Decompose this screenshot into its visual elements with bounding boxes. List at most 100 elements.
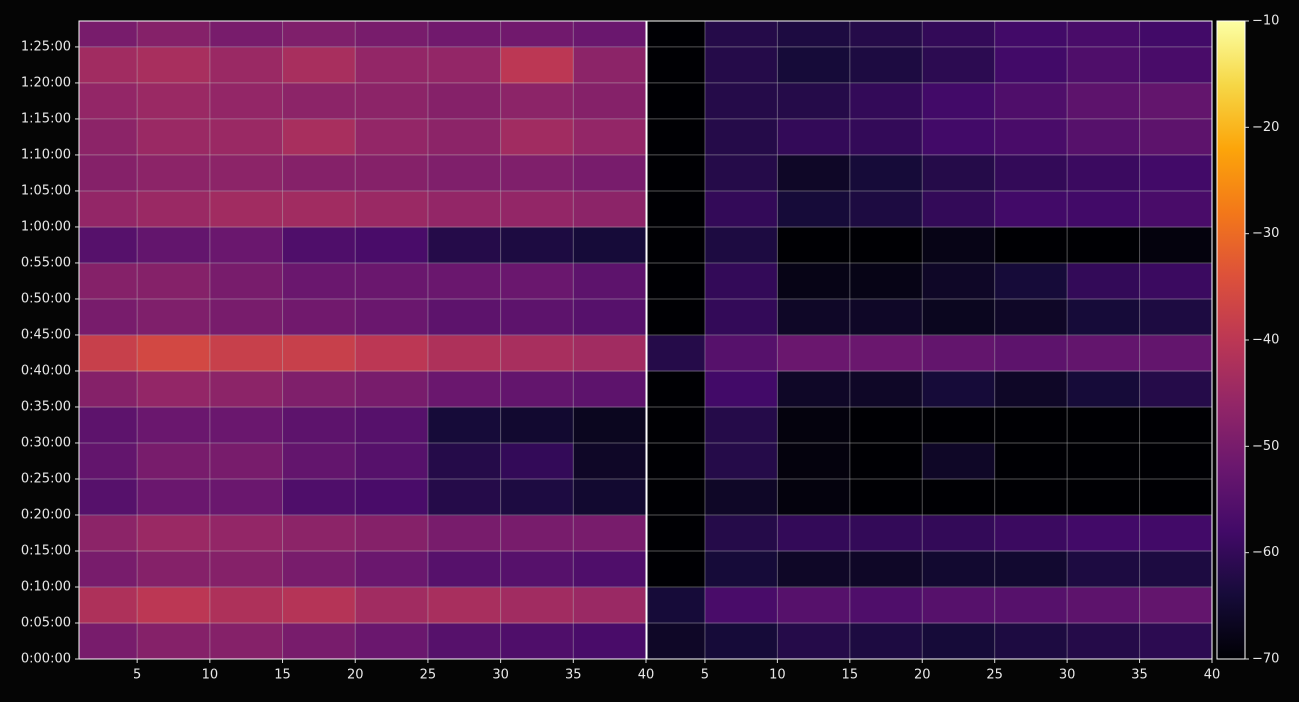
heat-cell: [704, 334, 778, 372]
heat-cell: [500, 21, 574, 48]
heat-cell: [355, 46, 429, 84]
x-tick-label: 25: [420, 668, 437, 683]
heat-cell: [994, 46, 1068, 84]
heat-cell: [427, 550, 502, 588]
heat-cell: [427, 118, 502, 156]
heat-cell: [849, 46, 923, 84]
heat-cell: [500, 334, 574, 372]
heat-cell: [282, 21, 356, 48]
heat-cell: [849, 262, 923, 300]
heat-cell: [355, 190, 429, 228]
heat-cell: [79, 550, 138, 588]
heat-cell: [1067, 46, 1141, 84]
heat-cell: [282, 298, 356, 336]
x-tick-label: 35: [565, 668, 582, 683]
heat-cell: [1067, 370, 1141, 408]
heat-cell: [355, 118, 429, 156]
heat-cell: [994, 262, 1068, 300]
heat-cell: [79, 370, 138, 408]
heat-cell: [922, 514, 996, 552]
heat-cell: [994, 586, 1068, 624]
heat-cell: [922, 550, 996, 588]
heat-cell: [647, 586, 706, 624]
heat-cell: [209, 118, 284, 156]
heat-cell: [849, 82, 923, 120]
y-tick-label: 1:10:00: [21, 147, 71, 162]
colorbar-tick-label: −60: [1252, 545, 1279, 560]
heat-cell: [573, 154, 647, 192]
heat-cell: [777, 622, 851, 660]
colorbar-tick-label: −20: [1252, 120, 1279, 135]
heat-cell: [209, 226, 284, 264]
heat-cell: [1067, 298, 1141, 336]
heat-cell: [209, 550, 284, 588]
heat-cell: [777, 514, 851, 552]
heat-cell: [777, 442, 851, 480]
heat-cell: [137, 334, 211, 372]
heat-cell: [647, 550, 706, 588]
heat-cell: [355, 370, 429, 408]
heat-cell: [282, 154, 356, 192]
heat-cell: [137, 370, 211, 408]
heat-cell: [1139, 226, 1213, 264]
heat-cell: [282, 550, 356, 588]
heat-cell: [79, 442, 138, 480]
x-tick-label: 10: [769, 668, 786, 683]
heat-cell: [994, 370, 1068, 408]
y-tick-label: 0:35:00: [21, 399, 71, 414]
heat-cell: [137, 226, 211, 264]
heat-cell: [1067, 406, 1141, 444]
heat-cell: [573, 226, 647, 264]
x-tick-label: 5: [701, 668, 709, 683]
y-tick-label: 1:00:00: [21, 219, 71, 234]
heat-cell: [137, 478, 211, 516]
heat-cell: [777, 226, 851, 264]
heat-cell: [500, 442, 574, 480]
heat-cell: [282, 442, 356, 480]
heat-cell: [79, 262, 138, 300]
heat-cell: [282, 406, 356, 444]
heat-cell: [994, 118, 1068, 156]
heat-cell: [79, 190, 138, 228]
heat-cell: [994, 622, 1068, 660]
heat-cell: [777, 550, 851, 588]
heat-cell: [137, 550, 211, 588]
colorbar-tick-label: −40: [1252, 333, 1279, 348]
y-tick-label: 0:45:00: [21, 327, 71, 342]
heat-cell: [79, 334, 138, 372]
y-tick-label: 0:15:00: [21, 543, 71, 558]
heat-cell: [355, 298, 429, 336]
heat-cell: [849, 442, 923, 480]
heat-cell: [427, 514, 502, 552]
heat-cell: [1067, 226, 1141, 264]
heat-cell: [209, 514, 284, 552]
heat-cell: [994, 334, 1068, 372]
y-tick-label: 0:55:00: [21, 255, 71, 270]
heat-cell: [1067, 622, 1141, 660]
heat-cell: [282, 82, 356, 120]
heat-cell: [500, 226, 574, 264]
heat-cell: [427, 298, 502, 336]
heat-cell: [500, 46, 574, 84]
heat-cell: [777, 586, 851, 624]
heat-cell: [994, 82, 1068, 120]
heat-cell: [647, 298, 706, 336]
heat-cell: [500, 82, 574, 120]
heat-cell: [500, 478, 574, 516]
heat-cell: [1139, 298, 1213, 336]
heat-cell: [573, 442, 647, 480]
heat-cell: [849, 334, 923, 372]
heat-cell: [994, 21, 1068, 48]
heat-cell: [137, 586, 211, 624]
heat-cell: [704, 478, 778, 516]
heat-cell: [282, 190, 356, 228]
heat-cell: [849, 406, 923, 444]
heat-cell: [777, 154, 851, 192]
heat-cell: [647, 154, 706, 192]
heat-cell: [573, 82, 647, 120]
heat-cell: [647, 406, 706, 444]
heat-cell: [500, 514, 574, 552]
heat-cell: [282, 334, 356, 372]
heat-cell: [209, 190, 284, 228]
heat-cell: [573, 21, 647, 48]
